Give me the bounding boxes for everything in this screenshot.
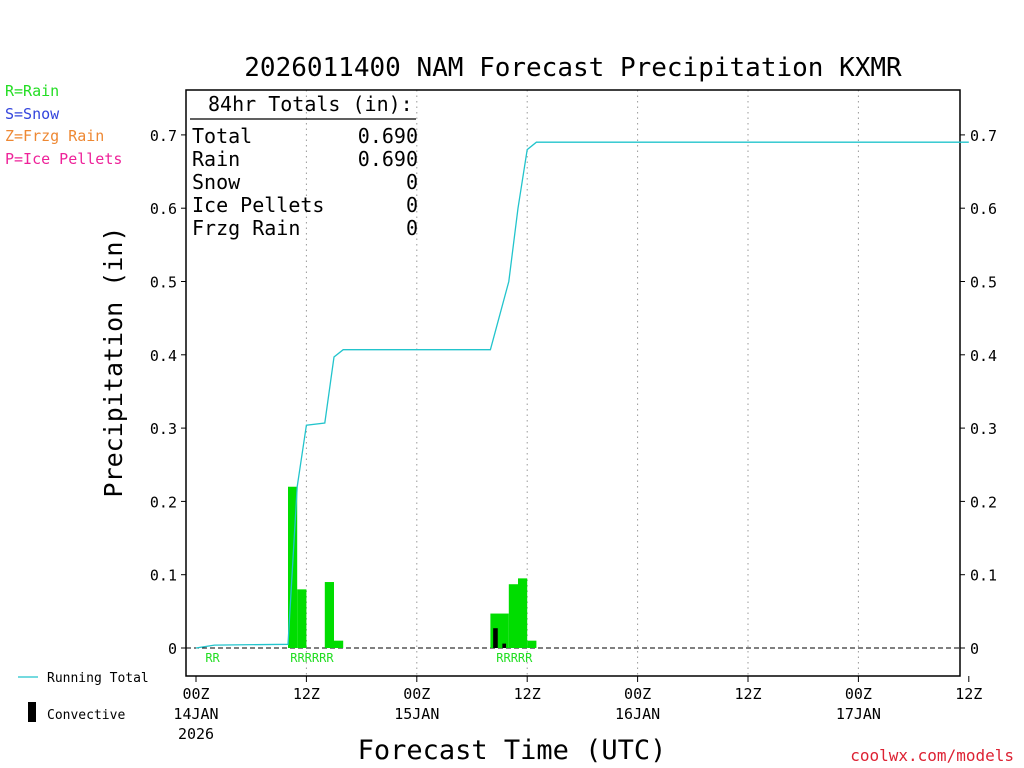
x-tick-label-2: 00Z [403,685,430,703]
x-tick-label-5: 12Z [734,685,761,703]
x-tick-day-6: 17JAN [836,705,881,723]
y-tick-label-left-3: 0.3 [150,420,177,438]
running-total-layer [195,141,969,649]
y-tick-label-right-5: 0.5 [970,274,997,292]
rain-bar-6 [518,578,528,648]
y-tick-label-left-0: 0 [168,640,177,658]
x-tick-label-7: 12Z [955,685,982,703]
series-legend: Running Total Convective [18,671,149,723]
totals-zr-value: 0 [406,216,418,240]
y-tick-label-left-5: 0.5 [150,274,177,292]
totals-total-label: Total [192,124,252,148]
rain-bar-3 [334,640,344,648]
y-tick-label-right-7: 0.7 [970,127,997,145]
y-tick-label-left-1: 0.1 [150,567,177,585]
y-tick-label-right-1: 0.1 [970,567,997,585]
ptype-marker-0: RR [205,651,220,665]
totals-ip-value: 0 [406,193,418,217]
y-tick-label-left-2: 0.2 [150,493,177,511]
rain-bar-5 [508,584,518,648]
y-tick-label-right-3: 0.3 [970,420,997,438]
x-axis: 00Z 14JAN 2026 12Z 00Z 15JAN 12Z 00Z 16JAN 12Z 00Z… [173,676,982,743]
totals-rain-value: 0.690 [358,147,418,171]
totals-total-value: 0.690 [358,124,418,148]
y-tick-label-right-4: 0.4 [970,347,997,365]
x-tick-day-0: 14JAN [173,705,218,723]
precip-bars [288,486,537,648]
x-tick-label-6: 00Z [845,685,872,703]
totals-rain-label: Rain [192,147,240,171]
totals-snow-label: Snow [192,170,241,194]
y-tick-label-right-0: 0 [970,640,979,658]
x-tick-label-0: 00Z [182,685,209,703]
plot-frame [185,89,961,677]
totals-ip-label: Ice Pellets [192,193,324,217]
convective-legend-swatch [28,702,36,722]
legend-frzg-rain: Z=Frzg Rain [5,127,104,145]
x-tick-day-4: 16JAN [615,705,660,723]
ptype-marker-2: RRRRR [496,651,533,665]
convective-legend-label: Convective [47,708,125,723]
ptype-markers: RR RRRRRR RRRRR [205,651,533,665]
legend-rain: R=Rain [5,82,59,100]
y-axes: 0 00.1 0.10.2 0.20.3 0.30.4 0.40.5 0.50.6 0.60.… [150,127,997,658]
credit-text: coolwx.com/models [850,746,1014,765]
x-tick-day-2: 15JAN [394,705,439,723]
rain-bar-1 [297,589,307,648]
totals-snow-value: 0 [406,170,418,194]
x-tick-year-0: 2026 [178,725,214,743]
grid-lines [305,90,859,676]
x-tick-label-1: 12Z [293,685,320,703]
totals-table: 84hr Totals (in): Total 0.690 Rain 0.690… [190,92,418,240]
chart-title: 2026011400 NAM Forecast Precipitation KX… [244,53,902,83]
totals-zr-label: Frzg Rain [192,216,300,240]
x-axis-label: Forecast Time (UTC) [358,735,667,766]
totals-header: 84hr Totals (in): [208,92,413,116]
y-axis-label: Precipitation (in) [99,227,128,498]
ptype-legend: R=Rain S=Snow Z=Frzg Rain P=Ice Pellets [5,82,122,168]
y-tick-label-left-7: 0.7 [150,127,177,145]
x-tick-label-3: 12Z [514,685,541,703]
ptype-marker-1: RRRRRR [290,651,334,665]
y-tick-label-right-6: 0.6 [970,200,997,218]
convective-bar-1 [502,643,507,648]
legend-snow: S=Snow [5,105,60,123]
running-total-line [195,141,969,649]
legend-ice-pellets: P=Ice Pellets [5,150,122,168]
y-tick-label-right-2: 0.2 [970,493,997,511]
x-tick-label-4: 00Z [624,685,651,703]
y-tick-label-left-4: 0.4 [150,347,177,365]
rain-bar-7 [527,640,537,648]
convective-bar-0 [493,628,498,648]
running-total-legend-label: Running Total [47,671,149,686]
rain-bar-2 [324,582,334,648]
y-tick-label-left-6: 0.6 [150,200,177,218]
